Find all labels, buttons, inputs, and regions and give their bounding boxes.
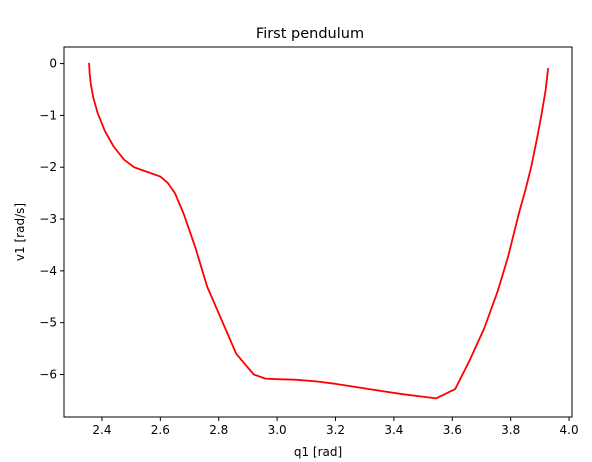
x-tick-label: 4.0	[560, 423, 579, 437]
y-tick-label: −2	[39, 160, 57, 174]
chart-title: First pendulum	[256, 26, 364, 42]
y-tick-label: −3	[39, 212, 57, 226]
x-tick-label: 3.0	[268, 423, 287, 437]
x-tick-label: 2.8	[209, 423, 228, 437]
y-tick-label: −6	[39, 368, 57, 382]
y-tick-label: −5	[39, 316, 57, 330]
y-tick-label: −4	[39, 264, 57, 278]
x-axis-label: q1 [rad]	[294, 445, 342, 459]
x-tick-label: 3.6	[443, 423, 462, 437]
y-axis-ticks: 0 −1 −2 −3 −4 −5 −6	[39, 57, 64, 382]
y-tick-label: −1	[39, 108, 57, 122]
x-axis-ticks: 2.4 2.6 2.8 3.0 3.2 3.4 3.6 3.8 4.0	[92, 417, 579, 437]
x-tick-label: 2.4	[92, 423, 111, 437]
x-tick-label: 3.8	[501, 423, 520, 437]
series-line-0	[88, 62, 549, 400]
x-tick-label: 2.6	[151, 423, 170, 437]
x-tick-label: 3.4	[384, 423, 403, 437]
axes-frame	[63, 46, 573, 418]
y-tick-label: 0	[49, 57, 57, 71]
plot-area	[88, 62, 549, 400]
y-axis-label: v1 [rad/s]	[13, 203, 27, 261]
x-tick-label: 3.2	[326, 423, 345, 437]
